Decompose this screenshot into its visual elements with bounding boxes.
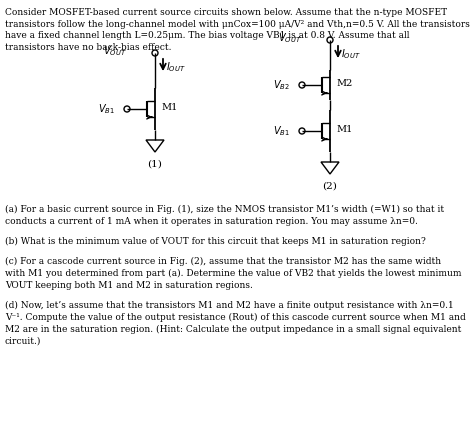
Text: transistors have no back-bias effect.: transistors have no back-bias effect. — [5, 43, 172, 52]
Text: have a fixed channel length L=0.25μm. The bias voltage VB1 is at 0.8 V. Assume t: have a fixed channel length L=0.25μm. Th… — [5, 31, 410, 40]
Text: $I_{OUT}$: $I_{OUT}$ — [341, 47, 361, 61]
Text: $V_{B1}$: $V_{B1}$ — [273, 124, 290, 138]
Text: (1): (1) — [147, 160, 163, 169]
Text: (b) What is the minimum value of VOUT for this circuit that keeps M1 in saturati: (b) What is the minimum value of VOUT fo… — [5, 237, 426, 246]
Text: $V_{B2}$: $V_{B2}$ — [273, 78, 290, 92]
Text: transistors follow the long-channel model with μnCox=100 μA/V² and Vth,n=0.5 V. : transistors follow the long-channel mode… — [5, 20, 470, 29]
Text: (d) Now, let’s assume that the transistors M1 and M2 have a finite output resist: (d) Now, let’s assume that the transisto… — [5, 301, 454, 310]
Text: M1: M1 — [336, 125, 352, 134]
Text: (a) For a basic current source in Fig. (1), size the NMOS transistor M1’s width : (a) For a basic current source in Fig. (… — [5, 205, 444, 214]
Text: M2: M2 — [336, 78, 352, 87]
Text: (c) For a cascode current source in Fig. (2), assume that the transistor M2 has : (c) For a cascode current source in Fig.… — [5, 257, 441, 266]
Text: $I_{OUT}$: $I_{OUT}$ — [166, 60, 186, 74]
Text: with M1 you determined from part (a). Determine the value of VB2 that yields the: with M1 you determined from part (a). De… — [5, 269, 462, 278]
Text: $V_{B1}$: $V_{B1}$ — [98, 102, 115, 116]
Text: circuit.): circuit.) — [5, 337, 41, 346]
Text: VOUT keeping both M1 and M2 in saturation regions.: VOUT keeping both M1 and M2 in saturatio… — [5, 281, 253, 290]
Text: $V_{OUT}$: $V_{OUT}$ — [103, 44, 127, 58]
Text: V⁻¹. Compute the value of the output resistance (Rout) of this cascode current s: V⁻¹. Compute the value of the output res… — [5, 313, 466, 322]
Text: $V_{OUT}$: $V_{OUT}$ — [278, 31, 302, 45]
Text: M2 are in the saturation region. (Hint: Calculate the output impedance in a smal: M2 are in the saturation region. (Hint: … — [5, 325, 461, 334]
Text: conducts a current of 1 mA when it operates in saturation region. You may assume: conducts a current of 1 mA when it opera… — [5, 217, 418, 226]
Text: M1: M1 — [161, 103, 177, 112]
Text: (2): (2) — [323, 182, 337, 191]
Text: Consider MOSFET-based current source circuits shown below. Assume that the n-typ: Consider MOSFET-based current source cir… — [5, 8, 447, 17]
